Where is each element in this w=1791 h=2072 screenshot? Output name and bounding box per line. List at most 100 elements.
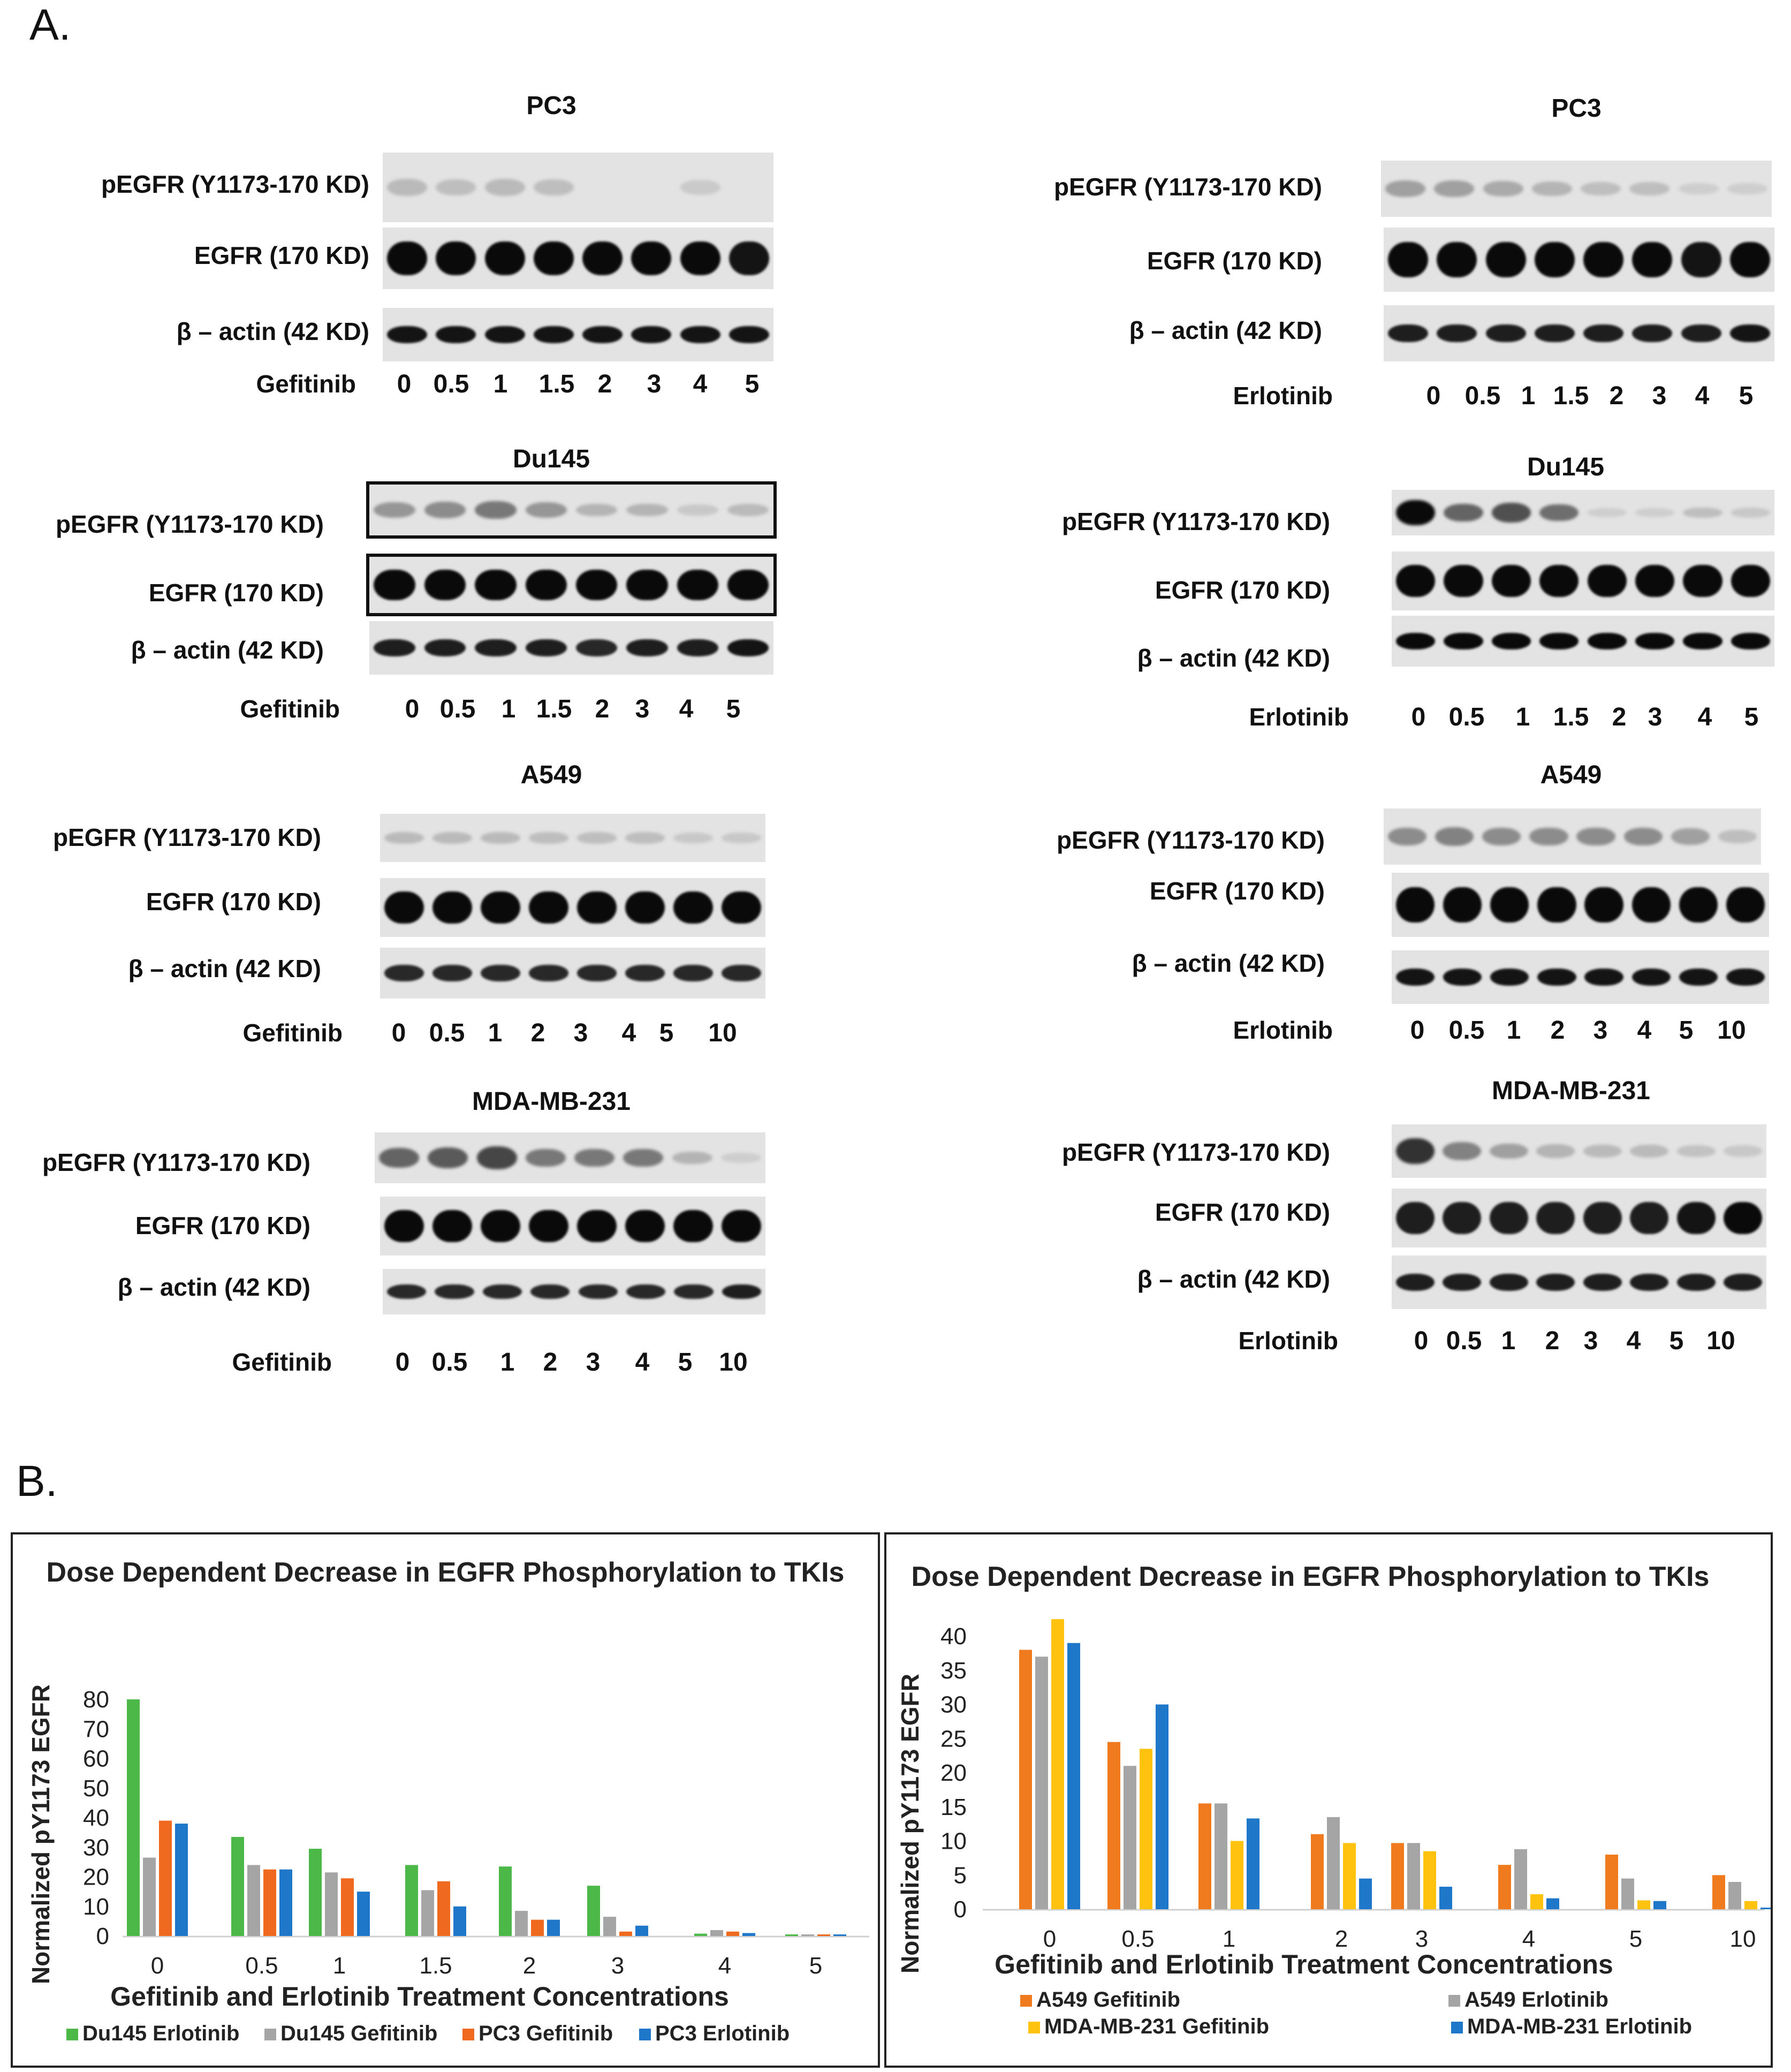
bar-a549-erlotinib (1215, 1803, 1227, 1909)
x-tick-label: 5 (1629, 1926, 1642, 1952)
blot-band (428, 1147, 468, 1168)
blot-band (575, 569, 618, 601)
blot-band (677, 504, 719, 516)
blot-band (1485, 242, 1526, 277)
blot-band (387, 1284, 427, 1299)
blot-band (1587, 633, 1627, 649)
blot-band (436, 179, 476, 196)
blot-band (1683, 633, 1722, 649)
blot-row-label-actin: β – actin (42 KD) (1137, 1265, 1330, 1293)
blot-band (1489, 1201, 1528, 1235)
bar-du145-erlotinib (694, 1933, 707, 1936)
blot-band (529, 965, 568, 981)
y-tick-label: 40 (940, 1623, 967, 1650)
blot-concentration-label: 2 (543, 1348, 558, 1377)
blot-band (436, 241, 476, 276)
blot-band (1676, 1274, 1716, 1291)
bar-du145-erlotinib (405, 1865, 418, 1936)
blot-band (1681, 242, 1721, 277)
legend-swatch (462, 2029, 474, 2040)
blot-band (484, 179, 525, 196)
y-tick-label: 0 (954, 1896, 967, 1923)
blot-band (1539, 504, 1579, 521)
bar-pc3-gefitinib (619, 1931, 632, 1936)
blot-concentration-label: 0 (1414, 1327, 1429, 1355)
blot-band (1678, 183, 1719, 195)
blot-band (1443, 1201, 1482, 1235)
y-tick-label: 60 (83, 1746, 109, 1772)
chart-box-right: Dose Dependent Decrease in EGFR Phosphor… (884, 1532, 1773, 2068)
blot-concentration-label: 4 (693, 370, 708, 398)
blot-band (529, 1209, 568, 1243)
blot-band (424, 569, 466, 601)
x-tick-label: 1 (1223, 1926, 1235, 1952)
y-tick-label: 80 (83, 1687, 109, 1713)
bar-du145-gefitinib (801, 1934, 814, 1936)
blot-band (720, 1152, 761, 1163)
y-tick-label: 0 (96, 1923, 109, 1949)
blot-band (1676, 1145, 1716, 1158)
bar-pc3-gefitinib (531, 1919, 544, 1936)
blot-band (1534, 324, 1575, 343)
blot-band (1729, 324, 1770, 343)
chart-title: Dose Dependent Decrease in EGFR Phosphor… (47, 1557, 845, 1588)
bar-a549-gefitinib (1311, 1834, 1324, 1909)
blot-strip-actin (1384, 305, 1774, 361)
bar-a549-erlotinib (1621, 1878, 1634, 1909)
blot-band (1724, 1201, 1763, 1235)
blot-concentration-label: 0.5 (1446, 1327, 1482, 1355)
legend-swatch (639, 2029, 651, 2040)
blot-band (577, 1209, 617, 1243)
blot-concentration-label: 2 (1545, 1327, 1560, 1355)
blot-band (728, 326, 769, 343)
blot-band (626, 569, 668, 601)
blot-band (1671, 828, 1710, 845)
bar-pc3-erlotinib (279, 1869, 292, 1936)
bar-pc3-gefitinib (263, 1869, 276, 1936)
blot-title: A549 (520, 761, 582, 789)
blot-concentration-label: 0.5 (1464, 382, 1501, 410)
blot-band (672, 1151, 712, 1164)
blot-band (1485, 324, 1526, 343)
blot-band (424, 639, 466, 656)
y-axis-label: Normalized pY1173 EGFR (27, 1684, 55, 1984)
blot-band (476, 1146, 517, 1169)
blot-concentration-label: 1 (1515, 703, 1530, 731)
blot-band (1443, 969, 1482, 986)
blot-strip-pegfr (1392, 490, 1774, 535)
blot-concentration-label: 1 (1506, 1016, 1521, 1045)
blot-band (1679, 969, 1718, 986)
blot-concentration-label: 5 (659, 1019, 674, 1047)
bar-mda-mb-231-erlotinib (1359, 1878, 1372, 1909)
blot-band (1583, 242, 1624, 277)
blot-row-label-pegfr: pEGFR (Y1173-170 KD) (1061, 508, 1330, 535)
x-tick-label: 3 (1415, 1926, 1428, 1952)
x-tick-label: 0 (1043, 1926, 1056, 1952)
blot-strip-pegfr (1392, 1124, 1766, 1178)
bar-a549-erlotinib (1407, 1843, 1420, 1909)
blot-band (1731, 633, 1770, 649)
blot-drug-label: Gefitinib (256, 370, 356, 398)
blot-concentration-label: 2 (1612, 703, 1627, 731)
bar-mda-mb-231-erlotinib (1760, 1908, 1773, 1909)
blot-band (1583, 1144, 1622, 1158)
blot-band (1490, 887, 1529, 922)
blot-row-label-pegfr: pEGFR (Y1173-170 KD) (52, 823, 321, 851)
bar-pc3-erlotinib (635, 1925, 648, 1936)
blot-band (1437, 242, 1477, 277)
bar-a549-erlotinib (1728, 1882, 1741, 1909)
blot-band (625, 1209, 665, 1243)
blot-band (1387, 827, 1427, 846)
bar-pc3-erlotinib (547, 1919, 560, 1936)
blot-concentration-label: 2 (1550, 1016, 1565, 1045)
blot-band (387, 241, 428, 276)
bar-a549-gefitinib (1712, 1875, 1725, 1909)
blot-band (525, 639, 567, 656)
bar-mda-mb-231-gefitinib (1051, 1619, 1064, 1909)
blot-drug-label: Gefitinib (240, 695, 340, 723)
blot-band (1537, 887, 1576, 922)
blot-band (722, 965, 761, 981)
bar-a549-gefitinib (1107, 1742, 1120, 1909)
blot-drug-label: Erlotinib (1238, 1327, 1338, 1355)
blot-band (1631, 969, 1671, 986)
